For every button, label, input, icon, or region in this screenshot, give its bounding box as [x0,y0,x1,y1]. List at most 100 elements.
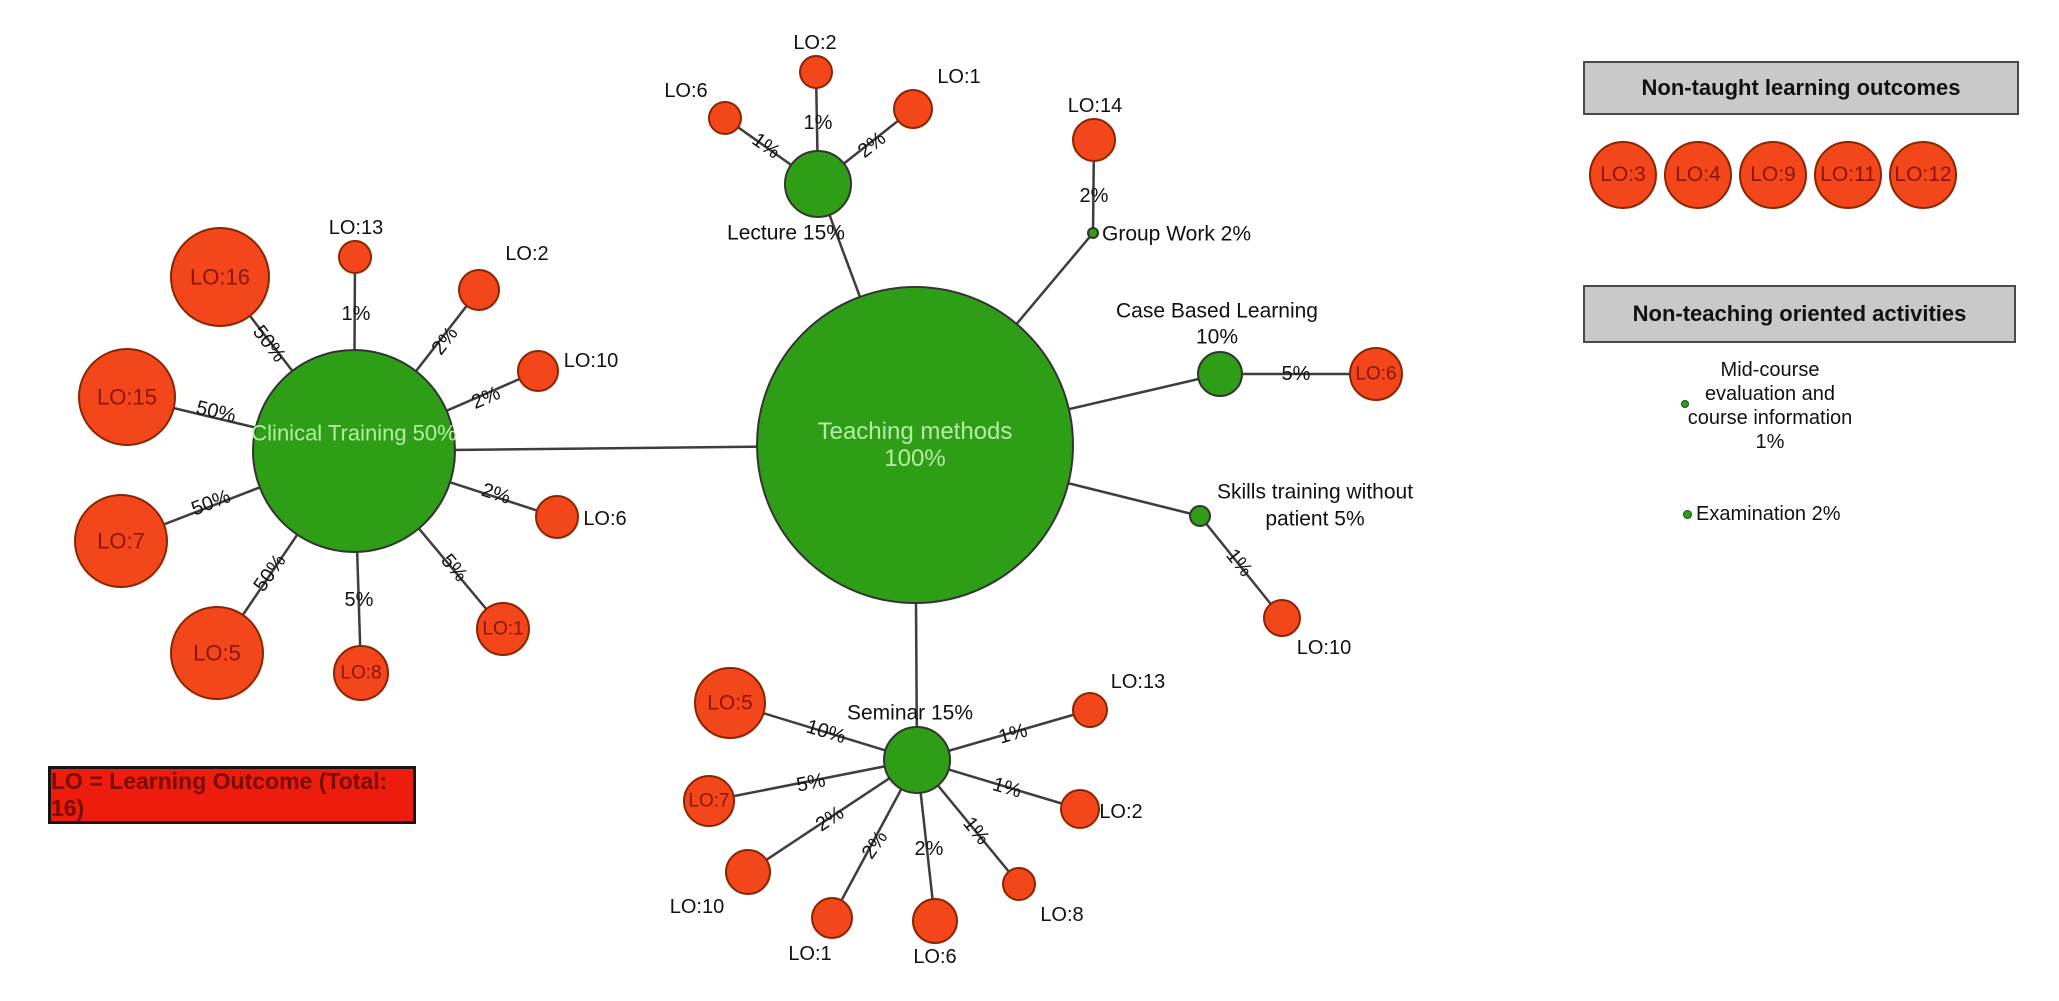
node-c10 [517,350,559,392]
node-c16 [170,227,270,327]
label-c13: LO:13 [329,217,383,239]
label-s10: LO:10 [670,896,724,918]
node-sk10 [1263,599,1301,637]
midcourse-line-3: 1% [1755,431,1785,453]
label-skills-0: Skills training without [1217,481,1413,504]
node-c13 [338,240,372,274]
node-c6 [535,495,579,539]
edge-label-seminar-s10: 2% [812,802,848,836]
node-c2 [458,269,500,311]
non-taught-circle-lo11: LO:11 [1814,141,1882,209]
node-c15 [78,348,176,446]
edge-label-clinical-c13: 1% [342,303,371,325]
non-taught-outcomes-header: Non-taught learning outcomes [1583,61,2019,115]
edge-label-lecture-l6: 1% [748,129,784,164]
non-taught-circle-lo4: LO:4 [1664,141,1732,209]
label-s5: LO:5 [707,692,753,715]
edge-label-seminar-s2: 1% [990,773,1024,802]
node-s5 [694,667,766,739]
node-s10 [725,849,771,895]
midcourse-evaluation-label: Mid-course evaluation and course informati… [1640,358,1900,454]
edge-label-seminar-s13: 1% [996,719,1030,748]
non-taught-outcomes-title: Non-taught learning outcomes [1641,75,1961,100]
midcourse-line-1: evaluation and [1704,383,1836,405]
label-s13: LO:13 [1111,671,1165,693]
node-cb6 [1349,347,1403,401]
label-s7: LO:7 [688,791,729,812]
edge-label-clinical-c8: 5% [345,589,374,611]
label-c7: LO:7 [97,529,145,554]
legend-text: LO = Learning Outcome (Total: 16) [51,768,388,821]
node-clinical [252,349,456,553]
label-c2: LO:2 [505,243,548,265]
midcourse-dot-icon [1681,400,1689,408]
label-cbl-0: Case Based Learning [1116,300,1318,323]
node-s7 [683,775,735,827]
legend-box: LO = Learning Outcome (Total: 16) [48,766,416,824]
node-c8 [333,645,389,701]
label-cb6: LO:6 [1355,364,1396,385]
node-l1 [893,89,933,129]
node-s1 [811,897,853,939]
node-groupwork [1087,227,1099,239]
label-c15: LO:15 [97,385,157,410]
node-l2 [799,55,833,89]
label-s6: LO:6 [913,946,956,968]
label-seminar: Seminar 15% [847,702,973,725]
edge-label-cbl-cb6: 5% [1282,363,1311,385]
node-s2 [1060,789,1100,829]
node-tm [756,286,1074,604]
label-cbl-1: 10% [1196,326,1238,349]
node-lecture [784,150,852,218]
edge-label-seminar-s1: 2% [858,827,893,863]
label-l1: LO:1 [937,66,980,88]
examination-dot-icon [1683,510,1692,519]
label-s8: LO:8 [1040,904,1083,926]
edge-label-seminar-s7: 5% [795,769,828,796]
label-l6: LO:6 [664,80,707,102]
midcourse-line-0: Mid-course [1720,359,1820,381]
label-tm-1: 100% [884,445,945,472]
edge-label-groupwork-g14: 2% [1080,185,1109,207]
label-c10: LO:10 [564,350,618,372]
node-c7 [74,494,168,588]
edge-label-lecture-l2: 1% [804,112,833,134]
label-c6: LO:6 [583,508,626,530]
edge-label-seminar-s5: 10% [804,716,849,749]
edge-label-clinical-c2: 2% [427,323,462,359]
node-s6 [912,898,958,944]
non-taught-circle-lo12: LO:12 [1889,141,1957,209]
label-clinical: Clinical Training 50% [251,421,456,446]
label-skills-1: patient 5% [1265,508,1364,531]
non-taught-circle-lo3: LO:3 [1589,141,1657,209]
label-s1: LO:1 [788,943,831,965]
label-lecture: Lecture 15% [727,222,845,245]
non-teaching-activities-header: Non-teaching oriented activities [1583,285,2016,343]
edge-label-clinical-c6: 2% [479,479,513,509]
label-c16: LO:16 [190,265,250,290]
edge-label-clinical-c7: 50% [188,485,233,520]
examination-label: Examination 2% [1696,503,1841,525]
node-s8 [1002,867,1036,901]
label-l2: LO:2 [793,32,836,54]
non-teaching-activities-title: Non-teaching oriented activities [1632,301,1967,326]
label-sk10: LO:10 [1297,637,1351,659]
midcourse-line-2: course information [1687,407,1853,429]
label-tm-0: Teaching methods [818,418,1013,445]
node-skills [1189,505,1211,527]
label-g14: LO:14 [1068,95,1122,117]
node-l6 [708,101,742,135]
node-cbl [1197,351,1243,397]
node-seminar [883,726,951,794]
label-s2: LO:2 [1099,801,1142,823]
label-c8: LO:8 [340,663,381,684]
edge-skills-sk10 [1199,515,1283,619]
edge-label-seminar-s6: 2% [915,838,944,860]
label-c5: LO:5 [193,641,241,666]
label-groupwork: Group Work 2% [1102,223,1251,246]
edge-label-clinical-c5: 50% [250,550,291,596]
non-taught-circle-lo9: LO:9 [1739,141,1807,209]
edge-label-clinical-c15: 50% [194,397,238,428]
